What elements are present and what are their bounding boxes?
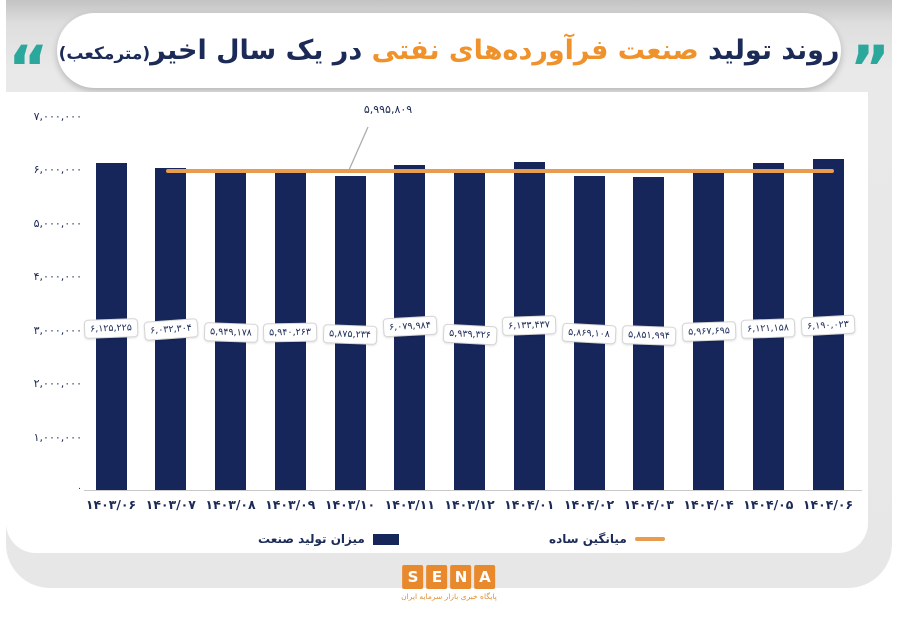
logo-tile: N xyxy=(450,565,472,589)
logo-tile: E xyxy=(426,565,448,589)
bar-value-label: ۶,۱۲۱,۱۵۸ xyxy=(741,318,796,339)
x-tick-label: ۱۴۰۳/۱۰ xyxy=(324,497,376,512)
title-unit: (مترمکعب) xyxy=(58,44,151,64)
bar-value-label: ۶,۰۷۹,۹۸۴ xyxy=(382,315,438,338)
page-title: روند تولید صنعت فرآورده‌های نفتی در یک س… xyxy=(59,35,840,66)
legend-line-swatch-icon xyxy=(634,537,665,541)
bar-value-label: ۵,۸۵۱,۹۹۴ xyxy=(621,325,676,346)
x-axis: ۱۴۰۳/۰۶ ۱۴۰۳/۰۷ ۱۴۰۳/۰۸ ۱۴۰۳/۰۹ ۱۴۰۳/۱۰ ۱۴۰۳/… xyxy=(0,497,898,517)
legend-item-production: میزان تولید صنعت xyxy=(258,532,399,546)
y-tick-label: ۱,۰۰۰,۰۰۰ xyxy=(33,430,82,444)
y-tick-label: ۴,۰۰۰,۰۰۰ xyxy=(33,270,82,284)
logo-tile: A xyxy=(474,565,496,589)
x-tick-label: ۱۴۰۳/۰۶ xyxy=(85,497,137,512)
x-tick-label: ۱۴۰۳/۰۷ xyxy=(145,497,196,512)
average-line xyxy=(165,169,834,173)
bar-value-label: ۶,۱۳۳,۴۳۷ xyxy=(502,315,557,336)
y-tick-label: ۰ xyxy=(77,484,82,494)
y-tick-label: ۳,۰۰۰,۰۰۰ xyxy=(33,323,82,337)
x-tick-label: ۱۴۰۳/۰۹ xyxy=(265,497,316,512)
plot-area: ۶,۱۲۵,۲۲۵ ۶,۰۳۲,۳۰۴ ۵,۹۴۹,۱۷۸ ۵,۹۴۰,۲۶۳ ۵,۸۷… xyxy=(0,117,898,491)
x-tick-label: ۱۴۰۴/۰۲ xyxy=(563,497,615,512)
bar-value-label: ۵,۹۳۹,۳۲۶ xyxy=(442,323,497,346)
x-tick-label: ۱۴۰۳/۰۸ xyxy=(205,497,256,512)
x-tick-label: ۱۴۰۳/۱۲ xyxy=(444,497,495,512)
title-part-3: در یک سال اخیر xyxy=(150,35,363,66)
bar-value-label: ۵,۹۴۹,۱۷۸ xyxy=(203,322,258,343)
legend-production-label: میزان تولید صنعت xyxy=(258,532,365,546)
y-tick-label: ۷,۰۰۰,۰۰۰ xyxy=(33,110,82,123)
title-part-2-highlight: صنعت فرآورده‌های نفتی xyxy=(371,35,699,66)
x-tick-label: ۱۴۰۴/۰۴ xyxy=(683,497,734,512)
bar-value-label: ۵,۸۶۹,۱۰۸ xyxy=(561,322,617,345)
logo-tile: S xyxy=(402,565,424,589)
x-tick-label: ۱۴۰۴/۰۱ xyxy=(504,497,555,512)
bar-value-label: ۶,۰۳۲,۳۰۴ xyxy=(143,318,199,341)
bar-value-label: ۵,۹۴۰,۲۶۳ xyxy=(263,322,318,343)
title-part-1: روند تولید xyxy=(708,35,840,66)
y-tick-label: ۶,۰۰۰,۰۰۰ xyxy=(33,163,82,177)
x-tick-label: ۱۴۰۴/۰۶ xyxy=(802,497,854,512)
legend-item-average: میانگین ساده xyxy=(549,532,665,546)
bar-value-label: ۵,۹۶۷,۶۹۵ xyxy=(681,321,736,342)
bar-value-label: ۶,۱۹۰,۰۲۳ xyxy=(800,314,856,337)
legend-average-label: میانگین ساده xyxy=(549,532,627,546)
x-axis-baseline xyxy=(84,490,862,491)
x-tick-label: ۱۴۰۳/۱۱ xyxy=(384,497,435,512)
annotation-leader-line xyxy=(348,126,369,171)
bar-value-label: ۵,۸۷۵,۲۳۴ xyxy=(322,324,378,345)
y-tick-label: ۵,۰۰۰,۰۰۰ xyxy=(33,216,82,230)
y-tick-label: ۲,۰۰۰,۰۰۰ xyxy=(33,377,82,391)
header-card: “ روند تولید صنعت فرآورده‌های نفتی در یک… xyxy=(8,13,890,99)
bar-value-label: ۶,۱۲۵,۲۲۵ xyxy=(83,318,139,339)
x-tick-label: ۱۴۰۴/۰۵ xyxy=(743,497,794,512)
logo-tagline: پایگاه خبری بازار سرمایه ایران xyxy=(401,592,497,601)
average-annotation-label: ۵,۹۹۵,۸۰۹ xyxy=(363,103,413,116)
legend-bar-swatch-icon xyxy=(372,533,399,545)
x-tick-label: ۱۴۰۴/۰۳ xyxy=(623,497,674,512)
